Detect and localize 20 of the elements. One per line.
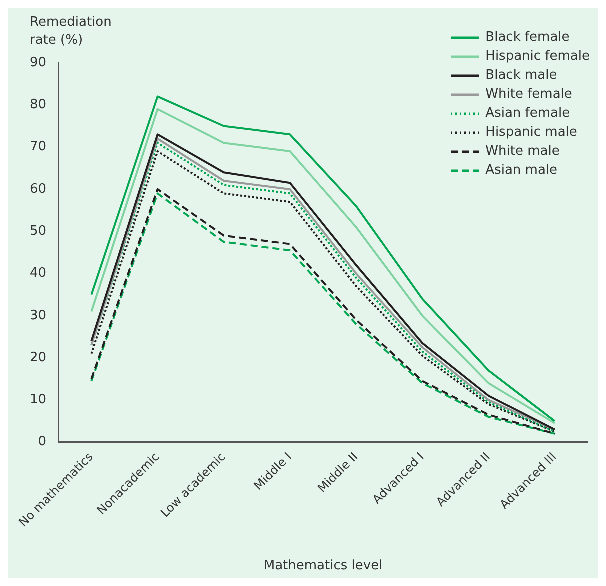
legend-label: Hispanic male	[486, 125, 578, 140]
legend-label: Asian female	[486, 106, 570, 121]
y-tick-label: 60	[30, 182, 47, 197]
legend-label: Black male	[486, 68, 558, 83]
y-tick-label: 40	[30, 266, 47, 282]
y-axis-title: Remediation rate (%)	[30, 14, 113, 50]
y-tick-label: 0	[38, 434, 47, 450]
y-tick-label: 80	[30, 98, 47, 113]
y-tick-label: 10	[30, 392, 47, 408]
y-tick-label: 20	[30, 350, 47, 366]
y-tick-label: 90	[30, 55, 47, 70]
y-tick-label: 70	[30, 140, 47, 155]
legend-label: Black female	[486, 30, 570, 45]
legend-label: White female	[486, 87, 572, 102]
x-axis-title: Mathematics level	[264, 558, 383, 574]
y-tick-label: 30	[30, 308, 47, 324]
legend-label: White male	[486, 144, 560, 159]
legend-label: Hispanic female	[486, 49, 590, 64]
legend-label: Asian male	[486, 163, 558, 178]
y-tick-label: 50	[30, 224, 47, 239]
